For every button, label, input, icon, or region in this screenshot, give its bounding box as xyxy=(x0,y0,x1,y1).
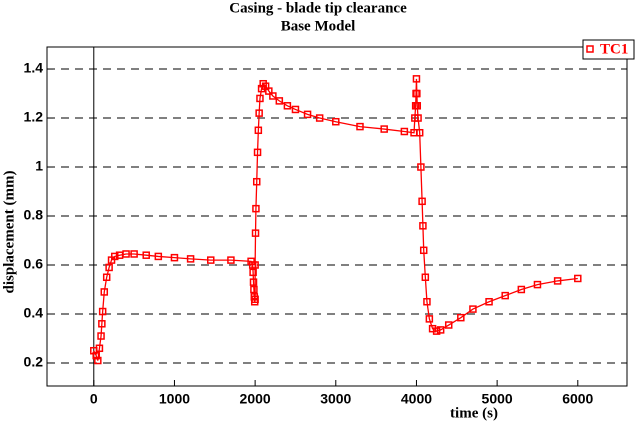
legend-box xyxy=(582,39,635,60)
data-marker xyxy=(275,97,284,105)
data-marker xyxy=(256,94,264,103)
data-marker xyxy=(227,256,235,264)
chart-subtitle: Base Model xyxy=(281,18,356,34)
data-marker xyxy=(265,87,273,95)
legend-marker xyxy=(586,45,594,53)
y-tick-label: 1.4 xyxy=(24,60,44,76)
data-marker xyxy=(252,204,260,213)
data-marker xyxy=(122,250,130,258)
data-marker xyxy=(249,268,257,277)
data-marker xyxy=(291,105,300,114)
data-marker xyxy=(417,163,425,171)
data-marker xyxy=(186,255,195,263)
x-tick-label: 6000 xyxy=(562,391,593,407)
data-marker xyxy=(111,252,119,261)
y-tick-label: 0.8 xyxy=(24,207,44,223)
data-marker xyxy=(414,114,422,122)
data-marker xyxy=(418,197,426,206)
data-marker xyxy=(251,295,259,304)
y-tick-label: 1 xyxy=(35,158,43,174)
plot-frame xyxy=(46,46,628,387)
data-marker xyxy=(413,89,421,98)
data-marker xyxy=(444,321,453,329)
data-marker xyxy=(421,273,430,281)
y-tick-label: 1.2 xyxy=(24,109,44,125)
data-marker xyxy=(98,320,106,328)
x-tick-label: 5000 xyxy=(482,391,513,407)
data-marker xyxy=(501,291,509,300)
data-marker xyxy=(469,305,477,313)
data-marker xyxy=(94,356,102,365)
x-tick-label: 2000 xyxy=(240,391,271,407)
data-marker xyxy=(457,313,465,322)
data-marker xyxy=(102,273,111,281)
data-marker xyxy=(533,280,542,289)
x-tick-label: 3000 xyxy=(320,391,351,407)
data-marker xyxy=(412,75,421,83)
data-marker xyxy=(269,92,277,100)
data-marker xyxy=(574,274,582,283)
data-marker xyxy=(413,102,422,110)
data-marker xyxy=(432,327,441,335)
data-marker xyxy=(425,315,434,323)
data-marker xyxy=(283,102,292,110)
y-tick-label: 0.2 xyxy=(24,354,44,370)
data-marker xyxy=(142,251,150,259)
x-axis-label: time (s) xyxy=(450,405,498,421)
legend-label: TC1 xyxy=(600,41,628,57)
x-tick-label: 1000 xyxy=(159,391,190,407)
data-marker xyxy=(517,285,526,294)
data-marker xyxy=(95,344,104,353)
data-marker xyxy=(356,122,364,131)
x-tick-label: 0 xyxy=(90,391,98,407)
data-marker xyxy=(303,110,312,119)
data-marker xyxy=(251,261,259,269)
data-marker xyxy=(419,222,427,230)
data-marker xyxy=(436,326,445,334)
data-marker xyxy=(92,351,100,360)
data-marker xyxy=(130,250,138,258)
data-marker xyxy=(98,307,107,316)
data-marker xyxy=(252,177,261,186)
data-marker xyxy=(170,253,179,262)
series-line xyxy=(93,78,578,361)
data-marker xyxy=(154,252,163,261)
data-marker xyxy=(485,297,493,306)
data-marker xyxy=(254,126,263,135)
data-marker xyxy=(423,297,431,306)
data-marker xyxy=(380,125,388,133)
data-marker xyxy=(419,246,428,255)
data-marker xyxy=(253,148,262,157)
data-marker xyxy=(250,285,258,294)
data-marker xyxy=(251,229,260,237)
y-tick-label: 0.4 xyxy=(24,305,44,321)
data-marker xyxy=(97,332,105,340)
data-marker xyxy=(100,288,109,296)
data-marker xyxy=(207,256,215,264)
chart-title: Casing - blade tip clearance xyxy=(229,0,407,16)
y-axis-label: displacement (mm) xyxy=(1,171,17,294)
data-marker xyxy=(400,127,409,136)
x-tick-label: 4000 xyxy=(401,391,432,407)
data-marker xyxy=(415,128,424,137)
data-marker xyxy=(249,278,258,286)
data-marker xyxy=(332,117,340,126)
data-marker xyxy=(553,277,562,285)
data-marker xyxy=(105,263,113,272)
data-marker xyxy=(315,114,324,122)
y-tick-label: 0.6 xyxy=(24,256,44,272)
data-marker xyxy=(255,109,263,117)
